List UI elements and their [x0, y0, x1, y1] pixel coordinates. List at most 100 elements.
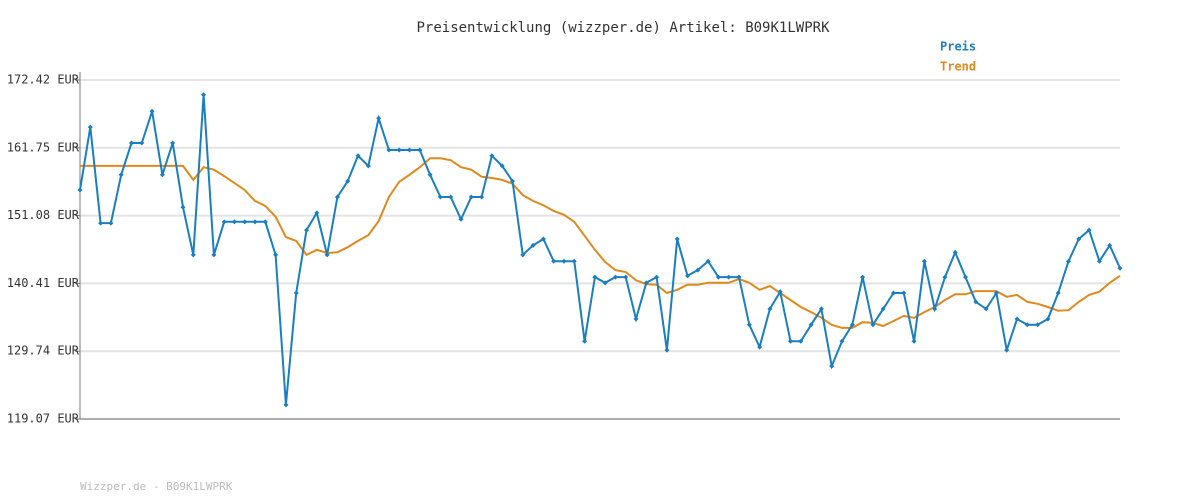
point-marker — [87, 124, 93, 130]
point-marker — [571, 258, 577, 264]
point-marker — [365, 163, 371, 169]
y-tick-label: 119.07 EUR — [7, 412, 80, 426]
point-marker — [437, 194, 443, 200]
point-marker — [128, 140, 134, 146]
point-marker — [757, 344, 763, 350]
point-marker — [108, 220, 114, 226]
point-marker — [489, 153, 495, 159]
point-marker — [963, 274, 969, 280]
point-marker — [818, 306, 824, 312]
legend-label: Trend — [940, 60, 976, 74]
point-marker — [592, 274, 598, 280]
point-marker — [1076, 236, 1082, 242]
point-marker — [396, 147, 402, 153]
point-marker — [407, 147, 413, 153]
point-marker — [921, 258, 927, 264]
point-marker — [509, 178, 515, 184]
point-marker — [993, 290, 999, 296]
point-marker — [685, 273, 691, 279]
point-marker — [839, 338, 845, 344]
legend-label: Preis — [940, 40, 976, 54]
point-marker — [633, 316, 639, 322]
point-marker — [170, 140, 176, 146]
point-marker — [1024, 322, 1030, 328]
point-marker — [890, 290, 896, 296]
point-marker — [190, 252, 196, 258]
point-marker — [1066, 258, 1072, 264]
point-marker — [468, 194, 474, 200]
point-marker — [1014, 316, 1020, 322]
point-marker — [551, 258, 557, 264]
point-marker — [736, 274, 742, 280]
point-marker — [777, 289, 783, 295]
series-line — [80, 157, 1121, 329]
point-marker — [726, 274, 732, 280]
point-marker — [973, 299, 979, 305]
point-marker — [324, 252, 330, 258]
point-marker — [98, 220, 104, 226]
point-marker — [901, 290, 907, 296]
point-marker — [1096, 258, 1102, 264]
y-tick-label: 140.41 EUR — [7, 276, 80, 290]
point-marker — [304, 227, 310, 233]
point-marker — [427, 172, 433, 178]
point-marker — [479, 194, 485, 200]
point-marker — [849, 322, 855, 328]
point-marker — [612, 274, 618, 280]
point-marker — [746, 322, 752, 328]
point-marker — [334, 194, 340, 200]
point-marker — [273, 252, 279, 258]
point-marker — [695, 267, 701, 273]
point-marker — [417, 147, 423, 153]
point-marker — [180, 204, 186, 210]
point-marker — [458, 216, 464, 222]
point-marker — [880, 306, 886, 312]
point-marker — [860, 274, 866, 280]
y-tick-label: 161.75 EUR — [7, 140, 80, 154]
point-marker — [952, 249, 958, 255]
point-marker — [664, 347, 670, 353]
point-marker — [386, 147, 392, 153]
chart-title: Preisentwicklung (wizzper.de) Artikel: B… — [416, 20, 830, 36]
point-marker — [623, 274, 629, 280]
point-marker — [1045, 316, 1051, 322]
point-marker — [829, 363, 835, 369]
point-marker — [376, 115, 382, 121]
point-marker — [139, 140, 145, 146]
point-marker — [530, 242, 536, 248]
point-marker — [705, 258, 711, 264]
point-marker — [520, 252, 526, 258]
point-marker — [602, 280, 608, 286]
point-marker — [870, 322, 876, 328]
point-marker — [643, 280, 649, 286]
point-marker — [242, 219, 248, 225]
point-marker — [983, 306, 989, 312]
point-marker — [942, 274, 948, 280]
point-marker — [231, 219, 237, 225]
point-marker — [345, 178, 351, 184]
point-marker — [262, 219, 268, 225]
point-marker — [211, 252, 217, 258]
y-tick-label: 129.74 EUR — [7, 344, 80, 358]
footer: Wizzper.de - B09K1LWPRK — [80, 480, 233, 493]
point-marker — [283, 402, 289, 408]
point-marker — [767, 306, 773, 312]
point-marker — [1117, 265, 1123, 271]
point-marker — [149, 108, 155, 114]
point-marker — [355, 153, 361, 159]
point-marker — [201, 92, 207, 98]
point-marker — [77, 187, 83, 193]
point-marker — [221, 219, 227, 225]
point-marker — [561, 258, 567, 264]
point-marker — [293, 290, 299, 296]
point-marker — [252, 219, 258, 225]
point-marker — [1107, 242, 1113, 248]
point-marker — [159, 172, 165, 178]
point-marker — [654, 274, 660, 280]
point-marker — [118, 172, 124, 178]
point-marker — [314, 210, 320, 216]
y-tick-label: 172.42 EUR — [7, 73, 80, 87]
point-marker — [448, 194, 454, 200]
point-marker — [1035, 322, 1041, 328]
